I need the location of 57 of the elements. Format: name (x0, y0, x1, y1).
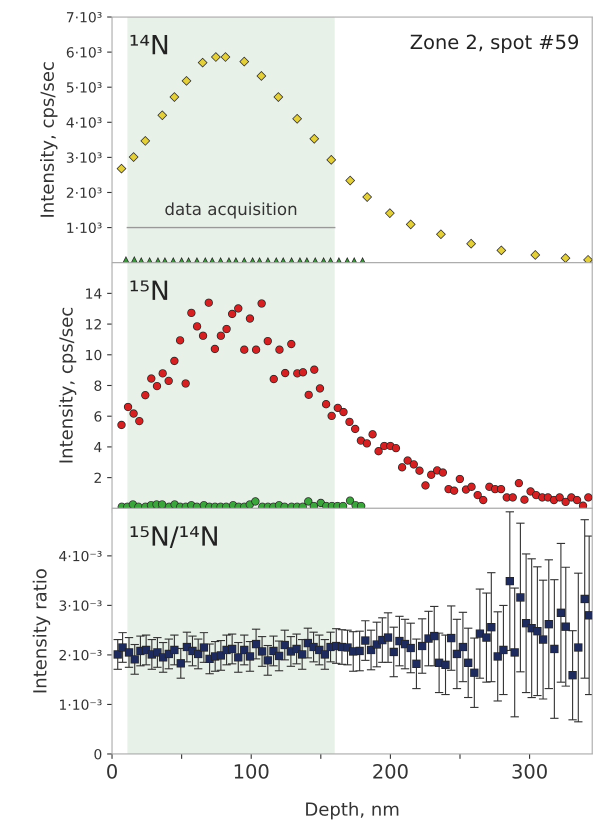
y-tick-label: 10 (86, 350, 102, 360)
y-tick-label: 2 (94, 472, 101, 483)
point (530, 250, 540, 260)
point (220, 52, 230, 62)
point (140, 136, 150, 146)
point (182, 76, 192, 86)
y-axis-title: Intensity, cps/sec (58, 308, 76, 462)
point (406, 220, 416, 230)
x-tick-label: 0 (107, 764, 117, 779)
y-tick-label: 8 (94, 380, 102, 391)
point (198, 58, 208, 68)
point (560, 253, 570, 263)
y-tick-label: 1·10⁻³ (60, 699, 102, 710)
y-tick-label: 7·10³ (66, 12, 102, 22)
point (496, 246, 506, 256)
y-tick-label: 4·10⁻³ (59, 550, 102, 562)
annotation: ¹⁴N (130, 34, 168, 54)
point (345, 176, 355, 186)
point (158, 110, 168, 120)
point (292, 114, 302, 124)
point (239, 56, 250, 66)
y-tick-label: 3·10³ (66, 152, 102, 163)
point (170, 92, 180, 102)
y-tick-label: 2·10⁻³ (60, 650, 102, 660)
y-tick-label: 4·10³ (66, 117, 102, 128)
annotation: Zone 2, spot #59 (410, 34, 578, 54)
x-tick-label: 300 (512, 764, 547, 779)
y-tick-label: 6 (94, 411, 102, 422)
y-axis-title: Intensity ratio (32, 569, 50, 692)
point (116, 164, 126, 174)
point (256, 71, 266, 81)
y-tick-label: 1·10³ (67, 222, 102, 234)
y-tick-label: 0 (94, 748, 102, 760)
y-tick-label: 2·10³ (66, 187, 102, 198)
y-tick-label: 5·10³ (66, 82, 102, 93)
point (466, 238, 476, 248)
y-tick-label: 3·10⁻³ (60, 600, 102, 611)
point (309, 134, 320, 144)
point (326, 155, 336, 165)
x-axis-title: Depth, nm (306, 802, 398, 820)
annotation: ¹⁵N (130, 280, 168, 300)
point (274, 92, 284, 102)
point (385, 208, 395, 218)
y-tick-label: 12 (86, 319, 101, 330)
point (211, 52, 221, 62)
x-tick-label: 200 (373, 764, 408, 779)
annotation: ¹⁵N/¹⁴N (130, 526, 217, 548)
point (128, 152, 138, 162)
y-tick-label: 4 (94, 442, 102, 452)
y-axis-title: Intensity, cps/sec (40, 62, 58, 217)
x-tick-label: 100 (234, 764, 268, 779)
y-tick-label: 6·10³ (66, 47, 102, 58)
point (583, 255, 592, 263)
y-tick-label: 14 (86, 288, 102, 299)
band-label: data acquisition (165, 202, 296, 218)
point (436, 229, 446, 240)
point (362, 192, 372, 202)
